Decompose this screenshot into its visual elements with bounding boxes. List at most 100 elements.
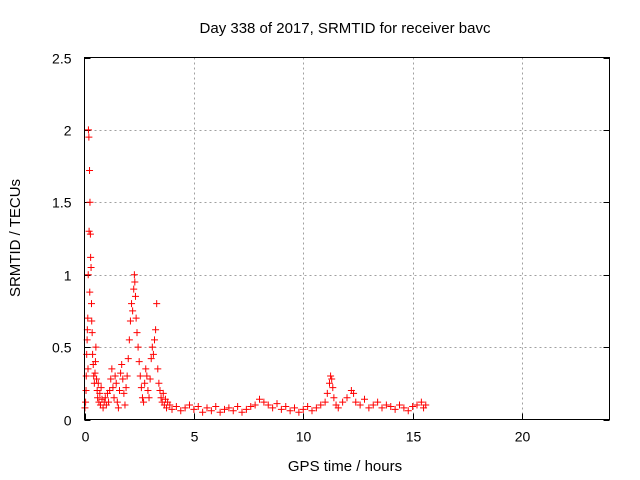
chart-title: Day 338 of 2017, SRMTID for receiver bav…: [200, 20, 491, 37]
data-point: [94, 394, 102, 402]
data-point: [124, 355, 132, 363]
data-point: [97, 384, 105, 392]
data-point: [327, 372, 335, 380]
data-point: [295, 408, 303, 416]
data-point: [109, 384, 117, 392]
data-point: [343, 394, 351, 402]
data-point: [157, 394, 165, 402]
data-point: [82, 372, 90, 380]
data-point: [312, 404, 320, 412]
data-point: [225, 404, 233, 412]
data-point: [91, 369, 99, 377]
data-point: [216, 408, 224, 416]
data-point: [264, 401, 272, 409]
data-point: [321, 398, 329, 406]
data-point: [117, 369, 125, 377]
data-point: [369, 401, 377, 409]
data-point: [86, 230, 94, 238]
y-tick-label: 0: [64, 413, 72, 429]
grid-layer: [84, 57, 610, 420]
data-point: [86, 166, 94, 174]
data-point: [422, 401, 430, 409]
data-point: [135, 358, 143, 366]
data-point: [84, 271, 92, 279]
data-point: [82, 398, 90, 406]
data-point: [134, 343, 142, 351]
data-point: [126, 317, 134, 325]
data-point: [91, 358, 99, 366]
data-point: [212, 402, 220, 410]
data-point: [277, 405, 285, 413]
data-point: [128, 300, 136, 308]
data-point: [143, 372, 151, 380]
data-point: [199, 408, 207, 416]
data-point: [304, 402, 312, 410]
data-point: [87, 263, 95, 271]
data-point: [417, 398, 425, 406]
y-tick-label: 2.5: [52, 51, 72, 67]
data-point: [146, 375, 154, 383]
data-point: [85, 133, 93, 141]
points-layer: [81, 126, 430, 416]
data-point: [323, 389, 331, 397]
data-point: [105, 398, 113, 406]
data-point: [125, 336, 133, 344]
data-point: [350, 389, 358, 397]
data-point: [131, 278, 139, 286]
data-point: [142, 365, 150, 373]
data-point: [159, 389, 167, 397]
data-point: [94, 379, 102, 387]
data-point: [92, 343, 100, 351]
data-point: [382, 401, 390, 409]
data-point: [87, 253, 95, 261]
data-point: [151, 336, 158, 344]
data-point: [291, 404, 298, 412]
data-point: [96, 389, 104, 397]
data-point: [119, 375, 127, 383]
data-point: [413, 401, 421, 409]
data-point: [286, 407, 294, 415]
data-point: [374, 398, 382, 406]
data-point: [130, 271, 138, 279]
data-point: [86, 198, 94, 206]
data-point: [326, 379, 333, 387]
data-point: [149, 350, 157, 358]
data-point: [242, 405, 250, 413]
data-point: [145, 394, 153, 402]
data-point: [282, 402, 290, 410]
data-point: [140, 398, 148, 406]
data-point: [136, 372, 144, 380]
data-point: [328, 375, 336, 383]
data-point: [365, 404, 373, 412]
data-point: [238, 408, 246, 416]
data-point: [123, 372, 131, 380]
data-point: [166, 401, 174, 409]
data-point: [129, 307, 137, 315]
data-point: [116, 387, 123, 395]
data-point: [112, 379, 120, 387]
data-point: [85, 227, 93, 235]
data-point: [317, 401, 325, 409]
y-tick-label: 2: [64, 123, 72, 139]
tick-layer: 0 5 10 15 20 0 0.5 1 1.5 2 2.5: [52, 51, 610, 445]
data-point: [148, 343, 156, 351]
data-point: [356, 401, 364, 409]
x-tick-label: 0: [82, 429, 90, 445]
data-point: [137, 384, 145, 392]
data-point: [120, 389, 128, 397]
x-axis-label: GPS time / hours: [288, 458, 402, 475]
data-point: [168, 405, 176, 413]
data-point: [122, 384, 130, 392]
data-point: [121, 401, 129, 409]
x-tick-label: 10: [296, 429, 312, 445]
data-point: [147, 355, 155, 363]
data-point: [110, 394, 118, 402]
y-tick-label: 1.5: [52, 195, 72, 211]
data-point: [93, 375, 101, 383]
data-point: [156, 387, 164, 395]
data-point: [82, 387, 90, 395]
data-point: [90, 372, 98, 380]
data-point: [84, 314, 92, 322]
data-point: [361, 395, 368, 403]
